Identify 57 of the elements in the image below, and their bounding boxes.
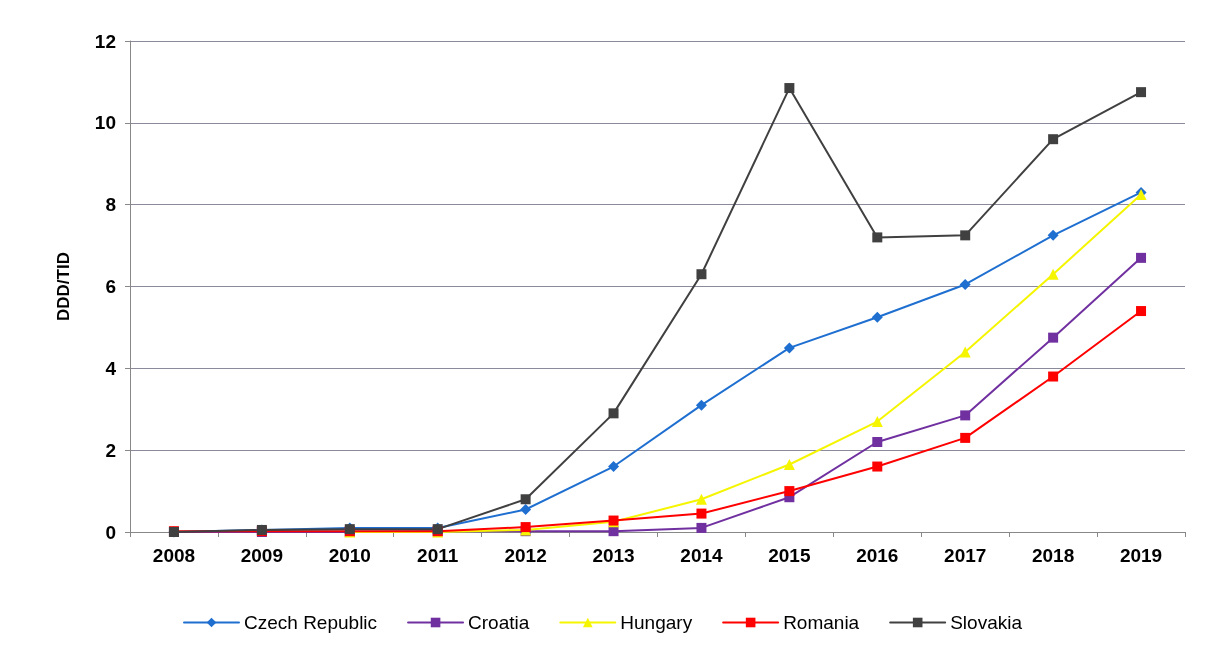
- point: [696, 508, 707, 519]
- x-tick-label: 2016: [856, 545, 899, 566]
- point: [520, 494, 531, 505]
- y-tick-label: 2: [105, 439, 116, 461]
- point: [608, 408, 619, 419]
- y-tick-label: 8: [105, 194, 116, 216]
- x-tick-label: 2015: [768, 545, 811, 566]
- point: [783, 458, 795, 470]
- x-tick-label: 2011: [417, 545, 459, 566]
- point: [872, 461, 883, 472]
- legend-label: Hungary: [620, 612, 693, 633]
- legend-label: Slovakia: [950, 612, 1023, 633]
- point: [959, 278, 971, 290]
- point: [608, 461, 620, 473]
- point: [520, 504, 532, 515]
- legend-label: Czech Republic: [244, 612, 378, 633]
- point: [1136, 87, 1147, 98]
- x-tick-label: 2010: [328, 545, 371, 566]
- x-tick-label: 2008: [152, 545, 196, 566]
- x-tick-label: 2019: [1119, 545, 1163, 566]
- point: [872, 436, 883, 447]
- x-tick-label: 2018: [1031, 545, 1075, 566]
- y-tick-label: 10: [94, 112, 116, 134]
- y-tick-label: 0: [105, 521, 116, 543]
- point: [783, 342, 795, 354]
- point: [696, 269, 707, 280]
- point: [695, 399, 707, 411]
- point: [696, 522, 707, 533]
- point: [608, 526, 619, 537]
- x-tick-label: 2013: [592, 545, 635, 566]
- point: [1048, 371, 1059, 382]
- y-tick-label: 4: [105, 357, 117, 379]
- point: [871, 311, 883, 323]
- point: [1048, 332, 1059, 343]
- point: [960, 432, 971, 443]
- point: [1048, 134, 1059, 145]
- legend-label: Romania: [783, 612, 860, 633]
- y-tick-label: 6: [105, 276, 116, 297]
- x-tick-label: 2014: [680, 545, 724, 566]
- point: [1047, 229, 1059, 241]
- point: [960, 230, 971, 241]
- y-axis-title: DDD/TID: [54, 252, 73, 321]
- legend-label: Croatia: [468, 612, 530, 633]
- point: [1047, 268, 1059, 280]
- point: [695, 493, 707, 505]
- x-tick-label: 2012: [504, 545, 547, 566]
- point: [959, 346, 971, 358]
- point: [784, 83, 795, 94]
- x-tick-label: 2009: [240, 545, 284, 566]
- point: [960, 410, 971, 421]
- point: [1136, 306, 1147, 317]
- y-tick-label: 12: [94, 30, 116, 52]
- point: [784, 486, 795, 497]
- point: [871, 416, 883, 428]
- point: [1136, 252, 1147, 263]
- point: [872, 232, 883, 243]
- x-tick-label: 2017: [944, 545, 987, 566]
